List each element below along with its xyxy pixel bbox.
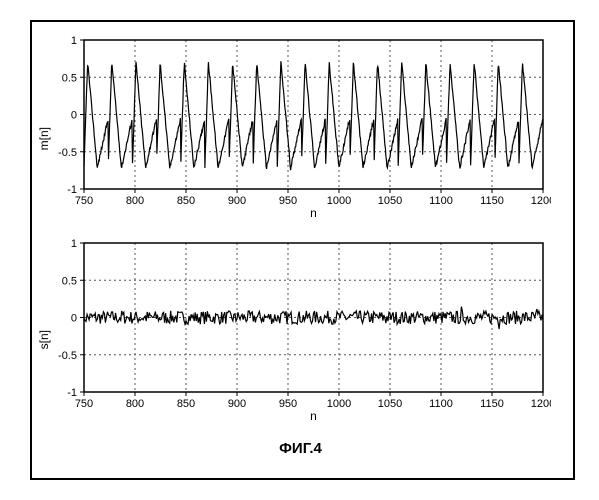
svg-text:1050: 1050 [378,398,402,410]
svg-text:1000: 1000 [327,195,351,207]
svg-text:0: 0 [71,110,77,122]
chart-top: 750 800 850 900 950 1000 1050 1100 1150 1200 -1 -0.… [46,34,551,219]
chart-bottom: 750 800 850 900 950 1000 1050 1100 1150 1200 -1 -0.… [46,237,551,422]
svg-text:0: 0 [71,313,77,325]
panel-top: m[n] 75080085090095010001050110011501200… [46,34,555,219]
svg-text:1000: 1000 [327,398,351,410]
svg-text:0.5: 0.5 [62,72,77,84]
svg-text:850: 850 [177,398,195,410]
svg-text:900: 900 [228,195,246,207]
svg-text:0.5: 0.5 [62,275,77,287]
svg-text:800: 800 [126,195,144,207]
panel-bottom: s[n] 75080085090095010001050110011501200… [46,237,555,422]
svg-text:800: 800 [126,398,144,410]
svg-text:1150: 1150 [480,398,504,410]
svg-text:1200: 1200 [531,195,551,207]
svg-text:-1: -1 [67,387,77,399]
ylabel-top: m[n] [37,127,51,150]
svg-text:-0.5: -0.5 [58,147,77,159]
svg-text:n: n [310,206,317,219]
svg-text:1050: 1050 [378,195,402,207]
svg-text:750: 750 [75,398,93,410]
svg-text:-0.5: -0.5 [58,350,77,362]
svg-text:950: 950 [279,398,297,410]
figure-frame: m[n] 75080085090095010001050110011501200… [30,20,575,480]
svg-text:1: 1 [71,35,77,47]
figure-caption: ФИГ.4 [46,440,555,457]
svg-text:750: 750 [75,195,93,207]
svg-text:1: 1 [71,238,77,250]
page: m[n] 75080085090095010001050110011501200… [0,0,599,500]
svg-text:850: 850 [177,195,195,207]
svg-text:950: 950 [279,195,297,207]
svg-text:1150: 1150 [480,195,504,207]
svg-text:-1: -1 [67,184,77,196]
svg-text:n: n [310,409,317,422]
ylabel-bottom: s[n] [37,330,51,349]
svg-text:1100: 1100 [429,195,453,207]
svg-text:900: 900 [228,398,246,410]
svg-text:1200: 1200 [531,398,551,410]
svg-text:1100: 1100 [429,398,453,410]
